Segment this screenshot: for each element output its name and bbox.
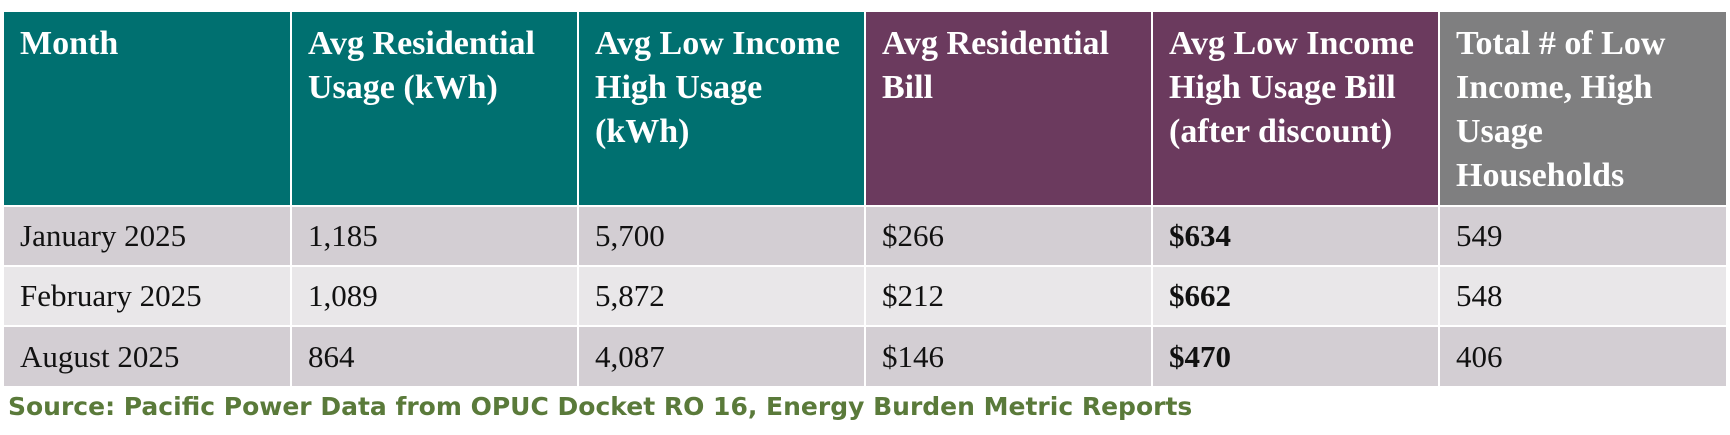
cell-avg-residential-usage: 1,185 bbox=[291, 205, 579, 266]
table-row: August 2025 864 4,087 $146 $470 406 bbox=[4, 325, 1726, 386]
cell-total-households: 549 bbox=[1439, 205, 1726, 266]
header-avg-residential-bill: Avg Residential Bill bbox=[865, 12, 1153, 206]
table-row: February 2025 1,089 5,872 $212 $662 548 bbox=[4, 265, 1726, 326]
cell-avg-low-income-usage: 4,087 bbox=[578, 325, 866, 386]
cell-avg-low-income-bill: $662 bbox=[1152, 265, 1440, 326]
cell-avg-residential-usage: 864 bbox=[291, 325, 579, 386]
cell-month: August 2025 bbox=[4, 325, 292, 386]
cell-avg-low-income-usage: 5,700 bbox=[578, 205, 866, 266]
cell-avg-low-income-bill: $634 bbox=[1152, 205, 1440, 266]
energy-burden-table-container: Month Avg Residential Usage (kWh) Avg Lo… bbox=[4, 12, 1726, 386]
cell-total-households: 406 bbox=[1439, 325, 1726, 386]
cell-avg-residential-bill: $266 bbox=[865, 205, 1153, 266]
table-header-row: Month Avg Residential Usage (kWh) Avg Lo… bbox=[4, 12, 1726, 206]
cell-month: January 2025 bbox=[4, 205, 292, 266]
source-caption: Source: Pacific Power Data from OPUC Doc… bbox=[8, 392, 1193, 421]
cell-avg-residential-usage: 1,089 bbox=[291, 265, 579, 326]
cell-avg-residential-bill: $212 bbox=[865, 265, 1153, 326]
cell-avg-low-income-usage: 5,872 bbox=[578, 265, 866, 326]
header-month: Month bbox=[4, 12, 292, 206]
header-total-households: Total # of Low Income, High Usage Househ… bbox=[1439, 12, 1726, 206]
cell-month: February 2025 bbox=[4, 265, 292, 326]
cell-avg-residential-bill: $146 bbox=[865, 325, 1153, 386]
header-avg-residential-usage: Avg Residential Usage (kWh) bbox=[291, 12, 579, 206]
header-avg-low-income-bill: Avg Low Income High Usage Bill (after di… bbox=[1152, 12, 1440, 206]
cell-total-households: 548 bbox=[1439, 265, 1726, 326]
cell-avg-low-income-bill: $470 bbox=[1152, 325, 1440, 386]
energy-burden-table: Month Avg Residential Usage (kWh) Avg Lo… bbox=[4, 12, 1726, 386]
header-avg-low-income-high-usage: Avg Low Income High Usage (kWh) bbox=[578, 12, 866, 206]
table-row: January 2025 1,185 5,700 $266 $634 549 bbox=[4, 205, 1726, 266]
